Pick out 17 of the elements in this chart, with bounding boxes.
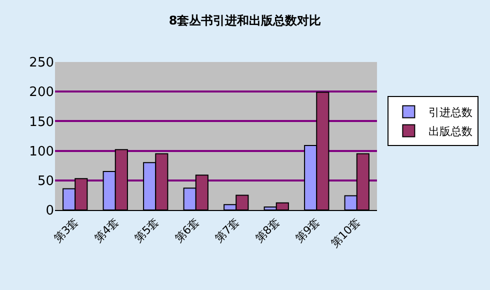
chart-title: 8套丛书引进和出版总数对比 [168,14,322,28]
y-tick-label: 250 [29,56,54,71]
x-tick-label: 第4套 [92,216,122,246]
y-tick-label: 150 [29,114,54,130]
x-tick-label: 第9套 [292,216,323,246]
y-tick-label: 50 [37,174,54,189]
y-tick-label: 0 [46,204,54,219]
y-tick-label: 200 [29,85,54,100]
y-tick-label: 100 [29,144,54,160]
x-tick-label: 第7套 [212,216,242,246]
x-tick-label: 第5套 [132,216,162,246]
x-tick-label: 第6套 [172,216,202,246]
x-tick-label: 第8套 [252,216,282,246]
legend-label: 出版总数 [428,124,473,138]
legend-label: 引进总数 [428,106,473,119]
x-tick-label: 第10套 [328,216,363,250]
x-tick-label: 第3套 [51,216,82,246]
